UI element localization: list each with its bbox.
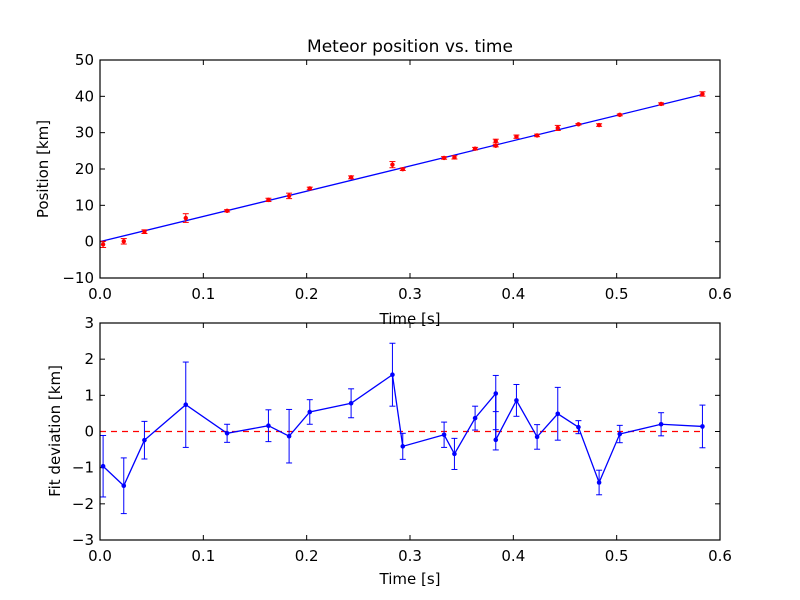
data-point — [121, 239, 126, 244]
chart-title: Meteor position vs. time — [307, 37, 513, 57]
data-point — [348, 400, 354, 406]
data-point — [307, 186, 312, 191]
data-point — [700, 91, 705, 97]
data-point — [142, 437, 147, 443]
data-point — [390, 372, 395, 378]
data-point — [441, 432, 447, 438]
y-tick-label: 3 — [84, 314, 94, 332]
y-tick-label: 2 — [84, 350, 94, 368]
y-tick-label: 0 — [84, 423, 94, 441]
x-tick-label: 0.1 — [191, 547, 215, 565]
x-tick-label: 0.6 — [708, 547, 732, 565]
data-point — [514, 398, 519, 403]
x-tick-label: 0.2 — [295, 285, 319, 303]
y-tick-label: 0 — [84, 233, 94, 251]
y-tick-label: −3 — [72, 531, 94, 549]
x-tick-label: 0.4 — [501, 547, 525, 565]
data-point — [555, 125, 560, 131]
data-point — [596, 480, 602, 485]
x-tick-label: 0.3 — [398, 285, 422, 303]
data-point — [493, 138, 498, 144]
data-point — [617, 112, 622, 118]
data-point — [472, 415, 478, 421]
y-tick-label: 1 — [84, 386, 94, 404]
plot-frame — [99, 322, 721, 541]
data-point — [493, 391, 499, 396]
data-point — [348, 175, 354, 180]
y-tick-label: 50 — [75, 51, 94, 69]
data-point — [514, 134, 519, 139]
data-point — [183, 215, 188, 221]
x-tick-label: 0.6 — [708, 285, 732, 303]
data-point — [224, 431, 230, 436]
data-point — [493, 437, 499, 443]
data-point — [555, 411, 561, 417]
data-point — [472, 146, 478, 151]
y-axis-label: Position [km] — [34, 120, 52, 218]
data-point — [576, 424, 581, 430]
data-point — [266, 423, 271, 429]
data-point — [576, 122, 581, 127]
x-axis-label: Time [s] — [379, 570, 441, 588]
x-tick-label: 0.2 — [295, 547, 319, 565]
data-point — [658, 421, 664, 427]
data-point — [452, 155, 457, 160]
y-tick-label: 20 — [75, 160, 94, 178]
data-point — [596, 122, 602, 128]
y-tick-label: 10 — [75, 196, 94, 214]
plot-frame — [99, 59, 721, 279]
data-point — [441, 155, 447, 161]
position-plot: Meteor position vs. time Time [s] Positi… — [34, 37, 732, 328]
x-tick-label: 0.3 — [398, 547, 422, 565]
data-point — [121, 483, 127, 489]
deviation-plot: Time [s] Fit deviation [km] 0.0 0.1 0.2 0.3… — [46, 314, 732, 588]
data-point — [183, 402, 189, 408]
y-tick-label: 30 — [75, 124, 94, 142]
y-tick-label: −1 — [72, 459, 94, 477]
x-tick-label: 0.5 — [605, 285, 629, 303]
data-point — [286, 193, 292, 199]
data-point — [100, 463, 106, 469]
y-tick-label: −2 — [72, 495, 94, 513]
x-tick-label: 0.4 — [501, 285, 525, 303]
data-point — [400, 166, 405, 172]
data-point — [493, 143, 498, 148]
data-point — [224, 208, 230, 213]
y-tick-label: −10 — [62, 269, 94, 287]
data-point — [452, 451, 457, 457]
data-point — [400, 444, 406, 449]
x-tick-label: 0.0 — [88, 547, 112, 565]
data-point — [700, 424, 705, 429]
data-point — [390, 162, 395, 167]
y-tick-label: 40 — [75, 87, 94, 105]
data-point — [286, 433, 292, 439]
data-point — [658, 101, 664, 107]
data-point — [266, 197, 271, 203]
data-point — [100, 242, 106, 247]
data-point — [534, 434, 540, 440]
y-axis-label: Fit deviation [km] — [46, 365, 64, 497]
x-tick-label: 0.5 — [605, 547, 629, 565]
deviation-line — [102, 373, 703, 487]
data-point — [307, 409, 313, 415]
data-point — [142, 229, 147, 234]
data-point — [534, 133, 540, 138]
x-tick-label: 0.1 — [191, 285, 215, 303]
data-point — [617, 431, 623, 437]
x-tick-label: 0.0 — [88, 285, 112, 303]
